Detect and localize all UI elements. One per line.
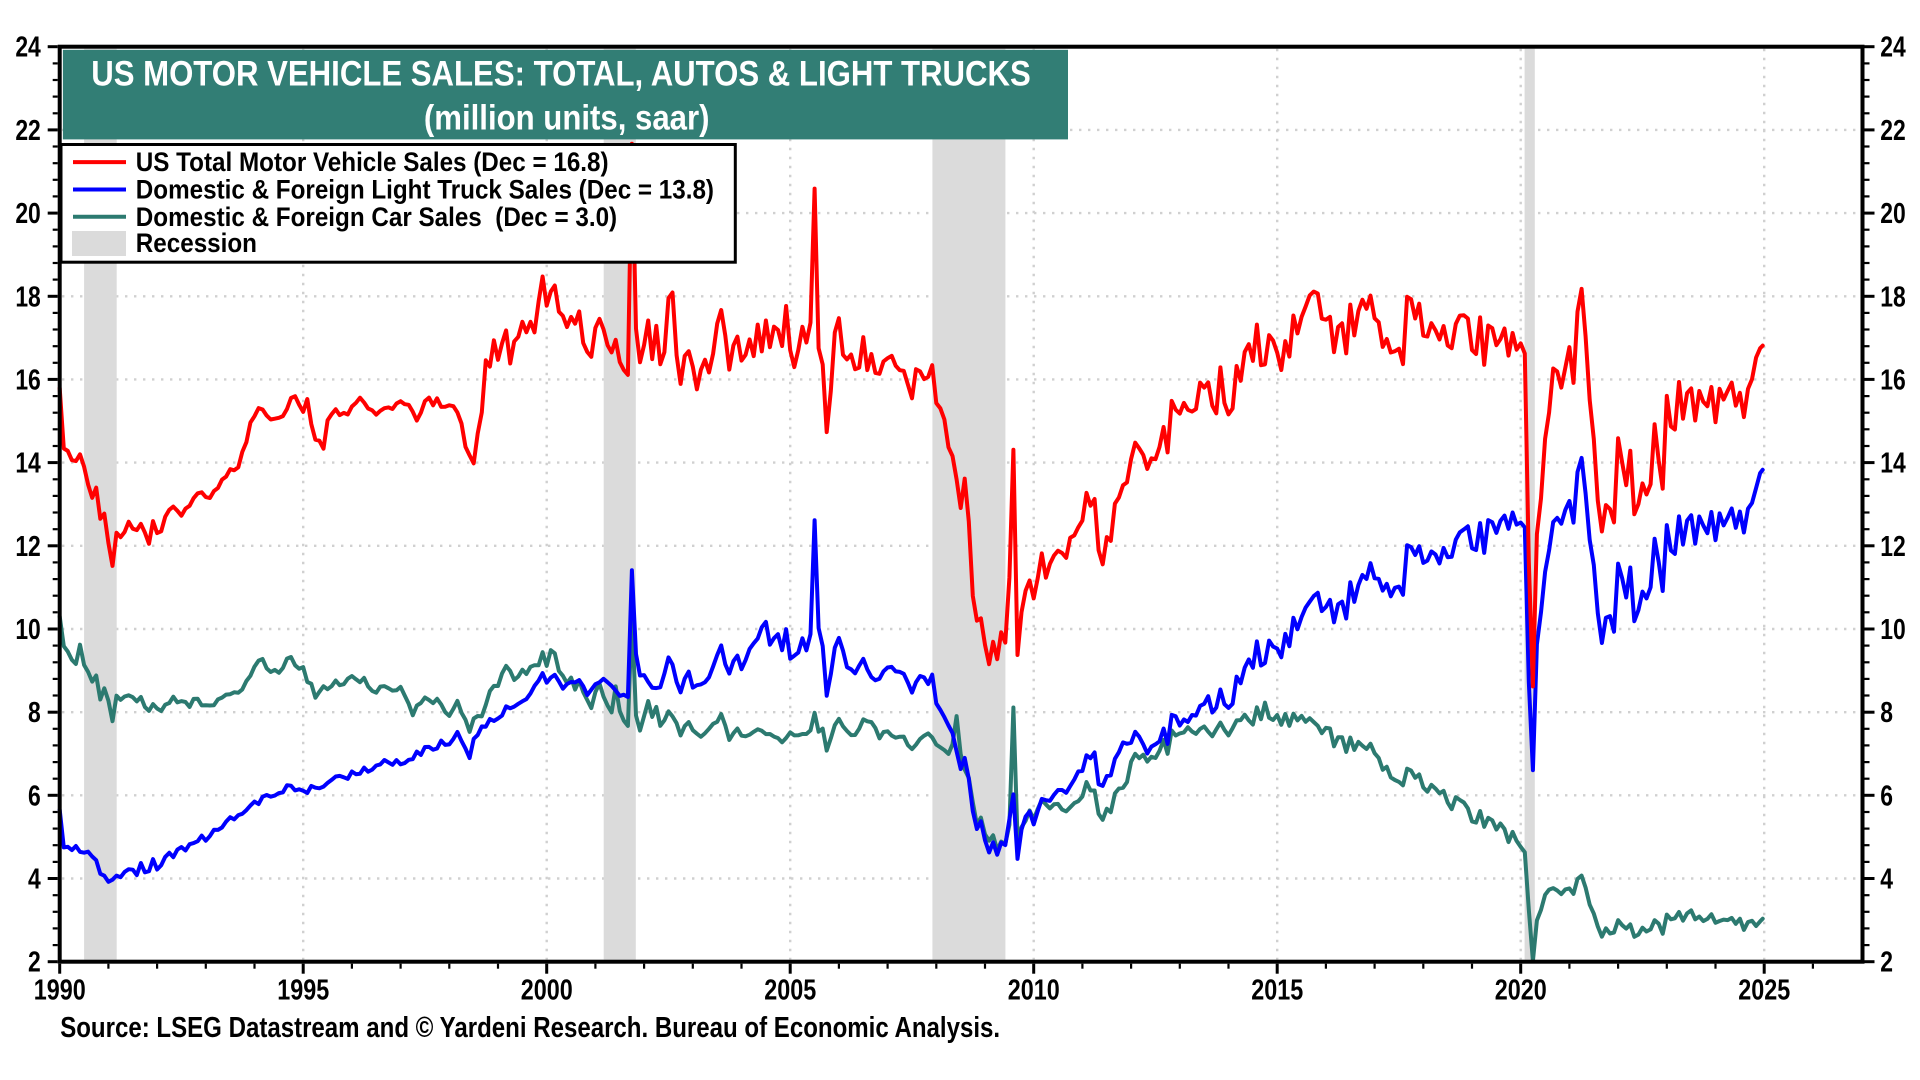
svg-text:14: 14: [1880, 446, 1906, 479]
svg-text:(million units, saar): (million units, saar): [424, 99, 710, 138]
svg-text:8: 8: [1880, 696, 1893, 729]
svg-text:22: 22: [15, 113, 40, 146]
svg-text:US Total Motor Vehicle Sales (: US Total Motor Vehicle Sales (Dec = 16.8…: [136, 148, 609, 177]
svg-text:2000: 2000: [521, 973, 573, 1006]
svg-text:4: 4: [1880, 862, 1893, 895]
svg-text:2: 2: [1880, 945, 1893, 978]
svg-text:20: 20: [15, 196, 40, 229]
svg-text:2: 2: [28, 945, 41, 978]
svg-text:14: 14: [15, 446, 41, 479]
svg-text:18: 18: [1880, 280, 1905, 313]
svg-text:Domestic & Foreign Light Truck: Domestic & Foreign Light Truck Sales (De…: [136, 176, 714, 205]
svg-text:16: 16: [1880, 363, 1905, 396]
svg-text:16: 16: [15, 363, 40, 396]
svg-text:24: 24: [1880, 30, 1906, 63]
svg-text:Recession: Recession: [136, 229, 257, 258]
svg-text:2005: 2005: [764, 973, 816, 1006]
svg-text:18: 18: [15, 280, 40, 313]
svg-text:Domestic & Foreign Car Sales: Domestic & Foreign Car Sales (Dec = 3.0): [136, 203, 617, 232]
svg-text:2010: 2010: [1008, 973, 1060, 1006]
svg-text:1995: 1995: [277, 973, 329, 1006]
svg-text:22: 22: [1880, 113, 1905, 146]
svg-text:10: 10: [1880, 612, 1905, 645]
svg-text:2025: 2025: [1738, 973, 1790, 1006]
svg-text:2015: 2015: [1251, 973, 1303, 1006]
svg-text:1990: 1990: [34, 973, 86, 1006]
svg-text:2020: 2020: [1495, 973, 1547, 1006]
svg-text:20: 20: [1880, 196, 1905, 229]
svg-text:24: 24: [15, 30, 41, 63]
svg-text:6: 6: [28, 779, 41, 812]
svg-text:US MOTOR VEHICLE SALES: TOTAL,: US MOTOR VEHICLE SALES: TOTAL, AUTOS & L…: [91, 55, 1031, 94]
svg-text:10: 10: [15, 612, 40, 645]
svg-text:12: 12: [1880, 529, 1905, 562]
svg-text:4: 4: [28, 862, 41, 895]
svg-text:12: 12: [15, 529, 40, 562]
svg-text:8: 8: [28, 696, 41, 729]
svg-text:Source: LSEG Datastream and ©: Source: LSEG Datastream and © Yardeni Re…: [60, 1011, 1000, 1044]
svg-text:6: 6: [1880, 779, 1893, 812]
